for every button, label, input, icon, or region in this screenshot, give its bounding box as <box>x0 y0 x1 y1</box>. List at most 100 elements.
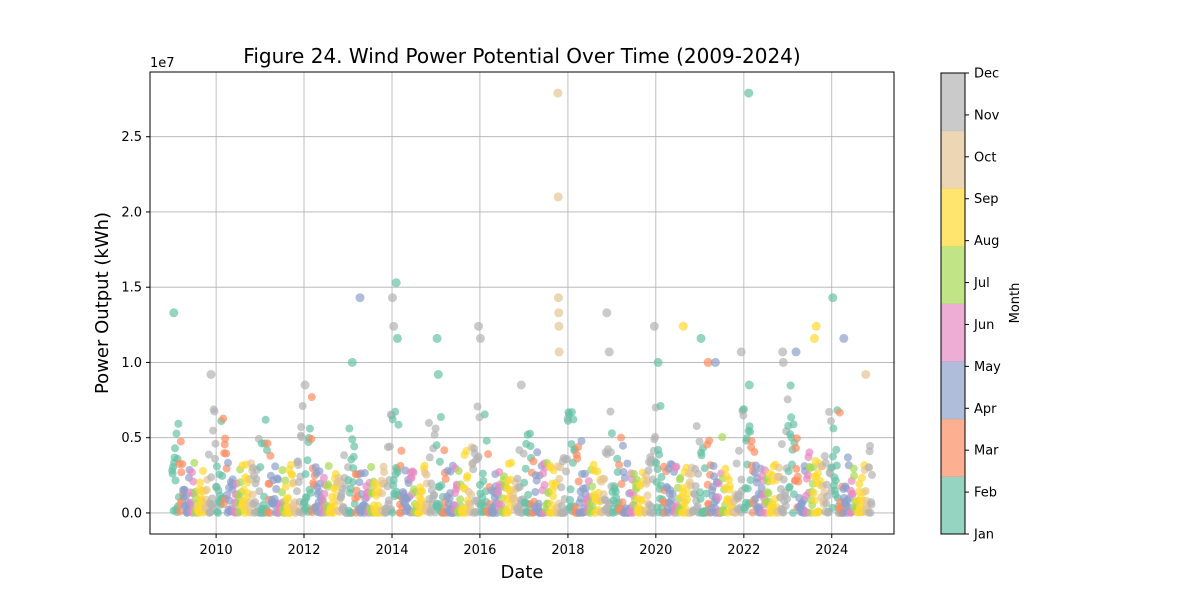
data-point <box>391 278 401 288</box>
data-point <box>204 450 213 459</box>
data-point <box>298 402 307 410</box>
data-point <box>431 424 440 433</box>
data-point <box>534 499 543 508</box>
data-point <box>349 464 358 473</box>
data-point <box>454 466 463 475</box>
colorbar-segment <box>941 130 965 189</box>
data-point <box>255 487 264 496</box>
data-point <box>384 496 393 505</box>
data-point <box>504 508 513 517</box>
data-point <box>278 466 287 475</box>
data-point <box>529 457 538 466</box>
data-point <box>210 407 219 416</box>
data-point <box>435 457 444 466</box>
data-point <box>721 464 730 473</box>
data-point <box>320 490 329 498</box>
data-point <box>171 444 179 453</box>
data-point <box>553 192 563 202</box>
colorbar-segment <box>941 188 965 247</box>
colorbar-tick-label: Oct <box>974 150 996 165</box>
data-point <box>324 462 333 470</box>
data-point <box>786 381 795 390</box>
data-point <box>778 347 788 357</box>
data-point <box>789 420 798 429</box>
data-point <box>484 450 493 459</box>
data-point <box>593 467 602 476</box>
data-point <box>510 494 519 503</box>
data-point <box>617 433 625 442</box>
data-point <box>702 489 711 498</box>
data-point <box>569 415 578 424</box>
data-point <box>805 448 814 457</box>
y-tick-label: 0.5 <box>121 431 142 446</box>
data-point <box>288 471 297 480</box>
data-point <box>637 496 646 505</box>
data-point <box>422 470 431 479</box>
data-point <box>589 460 598 469</box>
data-point <box>814 469 822 478</box>
x-tick-label: 2014 <box>375 543 408 558</box>
data-point <box>779 475 788 484</box>
data-point <box>866 508 875 517</box>
data-point <box>823 492 832 501</box>
data-point <box>378 489 387 498</box>
data-point <box>190 458 199 467</box>
data-point <box>420 461 429 470</box>
data-point <box>783 494 792 503</box>
chart-title: Figure 24. Wind Power Potential Over Tim… <box>243 44 800 68</box>
data-point <box>340 451 349 460</box>
data-point <box>619 441 627 450</box>
data-point <box>526 429 534 438</box>
data-point <box>653 357 663 367</box>
x-tick-label: 2010 <box>200 543 233 558</box>
data-point <box>656 402 665 410</box>
data-point <box>350 442 359 451</box>
data-point <box>281 482 290 491</box>
data-point <box>613 468 622 477</box>
data-point <box>174 419 183 428</box>
colorbar-tick-label: Sep <box>974 192 999 207</box>
data-point <box>409 468 418 477</box>
data-point <box>440 446 449 455</box>
data-point <box>388 293 397 303</box>
data-point <box>315 467 324 476</box>
data-point <box>811 321 821 331</box>
data-point <box>394 420 403 429</box>
data-point <box>832 445 841 454</box>
data-point <box>831 476 840 485</box>
data-point <box>655 450 664 459</box>
data-point <box>519 449 528 458</box>
data-point <box>600 475 609 483</box>
colorbar-tick-label: Apr <box>974 402 997 417</box>
colorbar-segment <box>941 303 965 362</box>
data-point <box>684 489 692 498</box>
data-point <box>732 459 741 468</box>
data-point <box>432 441 441 450</box>
data-point <box>828 293 838 303</box>
data-point <box>725 481 734 490</box>
data-point <box>480 410 489 419</box>
data-point <box>463 472 472 480</box>
data-point <box>683 495 691 504</box>
data-point <box>737 475 746 484</box>
colorbar-frame <box>940 72 966 535</box>
data-point <box>644 466 653 475</box>
data-point <box>604 347 614 357</box>
data-point <box>617 480 626 488</box>
scatter-points <box>168 88 876 517</box>
data-point <box>380 468 389 477</box>
data-point <box>695 437 704 446</box>
data-point <box>475 333 485 343</box>
data-point <box>743 484 752 493</box>
data-point <box>281 476 290 485</box>
data-point <box>789 508 797 517</box>
data-point <box>567 408 576 417</box>
data-point <box>803 471 812 480</box>
data-point <box>360 469 369 477</box>
data-point <box>554 321 564 331</box>
data-point <box>520 478 529 487</box>
data-point <box>172 429 181 438</box>
x-tick-label: 2020 <box>639 543 672 558</box>
data-point <box>219 414 228 423</box>
data-point <box>791 444 800 452</box>
